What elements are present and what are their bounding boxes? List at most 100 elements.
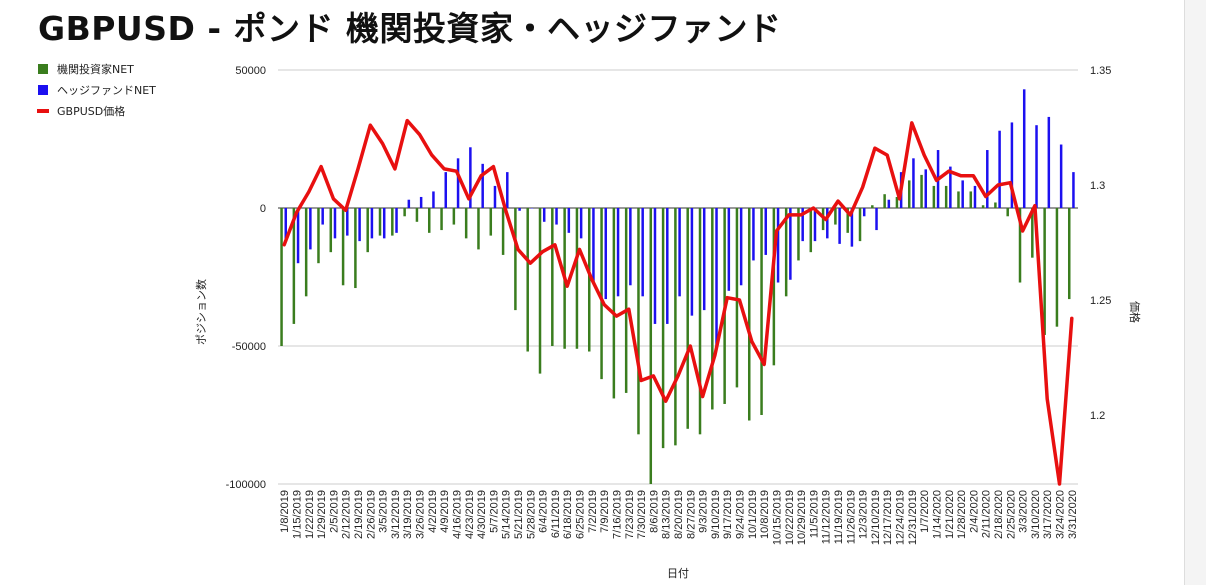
y-right-tick-label: 1.25 [1090,295,1111,307]
x-tick-label: 10/22/2019 [784,490,796,545]
institutional-net-bar [304,208,308,297]
y-right-axis-title: 価格 [1128,301,1142,323]
institutional-net-bar [341,208,345,286]
page-title: GBPUSD - ポンド 機関投資家・ヘッジファンド [38,9,782,48]
institutional-net-bar [944,185,948,208]
page-divider [1184,0,1185,585]
institutional-net-bar [317,208,320,264]
institutional-net-bar [354,208,357,289]
x-tick-label: 12/31/2019 [907,490,919,545]
hedge-fund-net-bar [850,208,854,247]
x-tick-label: 4/16/2019 [451,490,463,539]
x-tick-label: 6/11/2019 [550,490,562,538]
legend-label: GBPUSD価格 [57,104,125,118]
hedge-fund-net-bar [1059,144,1063,208]
institutional-net-bar [415,208,419,222]
x-tick-label: 1/8/2019 [279,490,291,533]
hedge-fund-net-bar [567,208,571,233]
x-tick-label: 2/18/2020 [993,490,1005,539]
institutional-net-bar [1055,208,1059,327]
institutional-net-bar [280,208,283,346]
hedge-fund-net-bar [407,199,411,208]
institutional-net-bar [624,208,628,393]
hedge-fund-net-bar [604,208,608,300]
hedge-fund-net-bar [1010,122,1014,208]
hedge-fund-net-bar [419,196,423,208]
hedge-fund-net-bar [1047,116,1051,208]
hedge-fund-net-bar [530,208,534,209]
institutional-net-bar [981,205,985,208]
hedge-fund-net-bar [924,169,928,208]
institutional-net-bar [895,196,899,208]
institutional-net-bar [760,208,763,415]
institutional-net-bar [883,194,886,208]
gridlines [278,69,1078,485]
x-tick-label: 11/26/2019 [845,490,857,544]
hedge-fund-net-bar [296,208,300,264]
x-tick-label: 3/19/2019 [402,490,414,539]
legend-label: ヘッジファンドNET [57,84,156,97]
institutional-net-bar [403,208,406,217]
hedge-fund-net-bar [678,208,681,297]
x-tick-label: 2/12/2019 [341,490,353,539]
institutional-net-bar [1067,208,1071,300]
x-tick-label: 9/24/2019 [735,490,747,539]
x-tick-label: 7/23/2019 [624,490,636,539]
hedge-fund-net-bar [702,208,706,311]
hedge-fund-net-bar [321,208,324,225]
y-left-tick-label: 0 [260,203,266,215]
institutional-net-bar [440,208,443,231]
price-line-series [282,118,1074,486]
x-tick-label: 2/25/2020 [1005,490,1017,539]
hedge-fund-net-bar [838,208,841,244]
institutional-net-bar [587,208,591,352]
hedge-fund-net-bar [358,208,361,242]
hedge-fund-net-bar [555,208,558,225]
hedge-fund-net-bar [395,208,398,233]
x-tick-label: 11/5/2019 [808,490,820,538]
x-tick-label: 8/6/2019 [648,490,660,533]
hedge-fund-net-bar [579,208,583,239]
x-tick-label: 2/4/2020 [968,490,980,533]
x-tick-label: 3/26/2019 [415,490,427,539]
institutional-net-bar [1006,208,1009,217]
x-tick-label: 4/23/2019 [464,490,476,539]
y-left-tick-label: -100000 [226,479,266,491]
hedge-fund-net-bar [912,158,915,208]
institutional-net-bar [969,191,973,208]
hedge-fund-net-bar [592,208,595,283]
x-tick-label: 9/3/2019 [698,490,710,533]
hedge-fund-net-bar [801,208,804,242]
institutional-net-bar [612,208,616,399]
hedge-fund-net-bar [813,208,817,242]
x-tick-label: 2/5/2019 [328,490,340,533]
x-tick-label: 3/5/2019 [378,490,390,533]
institutional-net-bar [846,208,849,233]
y-right-tick-label: 1.35 [1090,65,1111,77]
hedge-fund-net-bar [542,208,546,222]
x-tick-label: 6/18/2019 [562,490,574,539]
institutional-net-bar [698,208,702,435]
hedge-fund-net-bar [752,208,755,261]
hedge-fund-net-bar [776,208,780,283]
x-tick-label: 6/4/2019 [538,490,550,533]
x-tick-label: 7/2/2019 [587,490,599,533]
hedge-fund-net-bar [432,191,435,208]
x-tick-label: 9/10/2019 [710,490,722,539]
x-tick-label: 2/11/2020 [981,490,993,538]
x-tick-label: 4/30/2019 [476,490,488,539]
hedge-fund-net-bar [690,208,694,316]
x-tick-label: 1/15/2019 [291,490,303,539]
x-tick-label: 1/7/2020 [919,490,931,533]
x-tick-label: 8/20/2019 [673,490,685,539]
x-tick-label: 12/17/2019 [882,490,894,545]
institutional-net-bar [575,208,579,349]
x-tick-label: 12/24/2019 [895,490,907,545]
x-tick-label: 5/21/2019 [513,490,525,539]
hedge-fund-net-bar [973,185,977,208]
x-tick-label: 11/12/2019 [821,490,833,544]
hedge-fund-net-bar [616,208,620,297]
institutional-net-bar [489,208,493,236]
